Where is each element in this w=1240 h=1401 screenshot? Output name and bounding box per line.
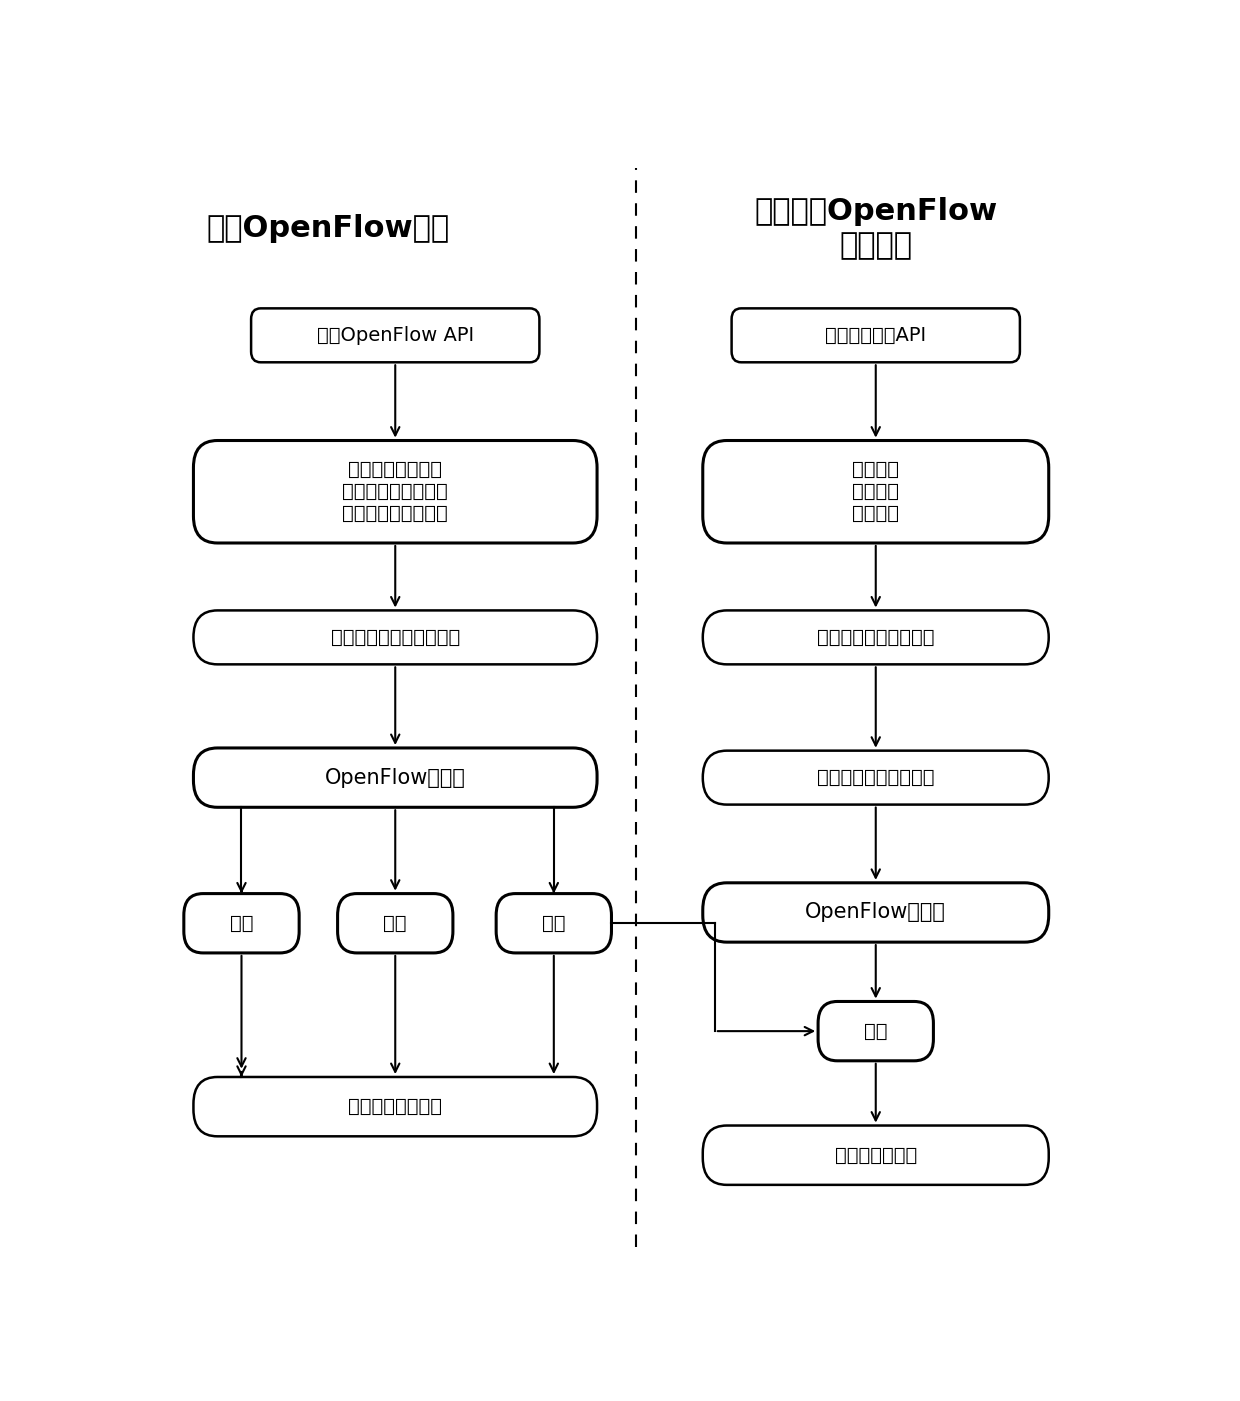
Text: OpenFlow出端口: OpenFlow出端口: [325, 768, 466, 787]
FancyBboxPatch shape: [703, 611, 1049, 664]
FancyBboxPatch shape: [184, 894, 299, 953]
Text: 逻辑: 逻辑: [864, 1021, 888, 1041]
FancyBboxPatch shape: [496, 894, 611, 953]
FancyBboxPatch shape: [703, 440, 1049, 544]
Text: 流表：流表项处理
组表：组表分桶处理
计量表：相关项计量: 流表：流表项处理 组表：组表分桶处理 计量表：相关项计量: [342, 461, 448, 523]
FancyBboxPatch shape: [703, 883, 1049, 941]
FancyBboxPatch shape: [193, 1077, 596, 1136]
Text: 特定时刻取出缓存报文: 特定时刻取出缓存报文: [817, 768, 935, 787]
FancyBboxPatch shape: [193, 440, 596, 544]
FancyBboxPatch shape: [818, 1002, 934, 1061]
FancyBboxPatch shape: [703, 751, 1049, 804]
Text: 物理: 物理: [229, 913, 253, 933]
Text: 标准OpenFlow协议: 标准OpenFlow协议: [206, 214, 450, 242]
FancyBboxPatch shape: [193, 748, 596, 807]
Text: OpenFlow出端口: OpenFlow出端口: [805, 902, 946, 922]
Text: 逻辑: 逻辑: [542, 913, 565, 933]
Text: 时间触发扩展API: 时间触发扩展API: [825, 326, 926, 345]
FancyBboxPatch shape: [250, 308, 539, 363]
Text: 表项添加
表项删除
表项查询: 表项添加 表项删除 表项查询: [852, 461, 899, 523]
Text: 入端口与出端口管道处理: 入端口与出端口管道处理: [331, 628, 460, 647]
FancyBboxPatch shape: [703, 1125, 1049, 1185]
FancyBboxPatch shape: [732, 308, 1019, 363]
FancyBboxPatch shape: [337, 894, 453, 953]
Text: 时间触发OpenFlow
扩展协议: 时间触发OpenFlow 扩展协议: [754, 198, 997, 259]
Text: 按调度表接收存储报文: 按调度表接收存储报文: [817, 628, 935, 647]
Text: 交换机实时转发: 交换机实时转发: [835, 1146, 916, 1164]
Text: 保留: 保留: [383, 913, 407, 933]
Text: 标准OpenFlow API: 标准OpenFlow API: [316, 326, 474, 345]
Text: 交换机非实时转发: 交换机非实时转发: [348, 1097, 443, 1117]
FancyBboxPatch shape: [193, 611, 596, 664]
